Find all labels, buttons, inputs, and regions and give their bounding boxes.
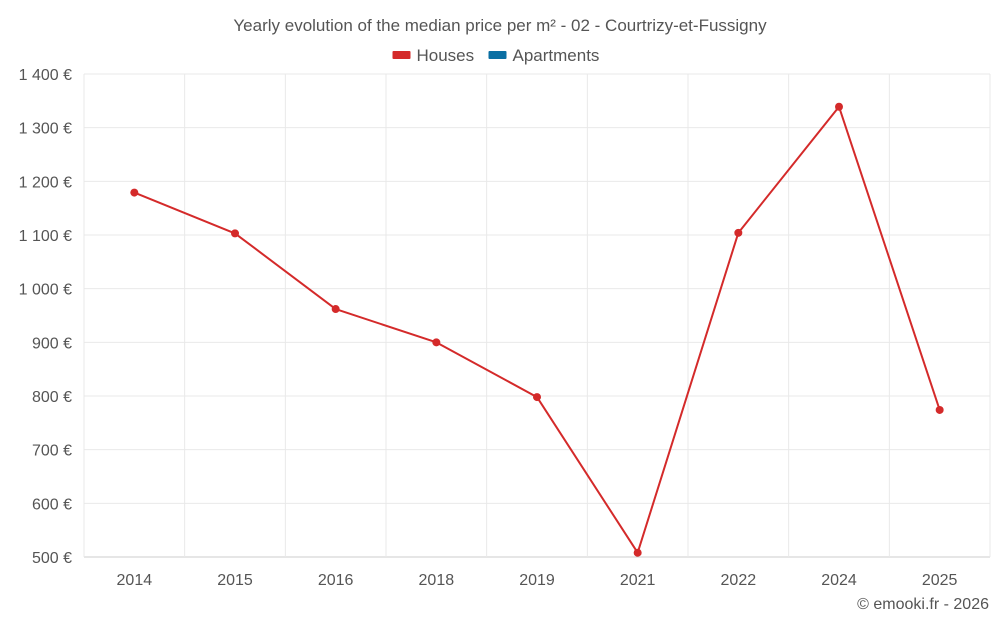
y-tick-label: 500 € (32, 550, 72, 567)
x-tick-label: 2021 (620, 572, 656, 589)
legend: Houses Apartments (392, 46, 600, 65)
data-point[interactable] (835, 102, 843, 111)
data-point[interactable] (331, 305, 340, 314)
grid (83, 73, 991, 558)
y-tick-label: 1 000 € (19, 282, 72, 299)
data-point[interactable] (432, 338, 441, 347)
x-tick-label: 2015 (217, 572, 253, 589)
x-tick-label: 2018 (419, 572, 455, 589)
y-tick-label: 900 € (32, 335, 72, 352)
x-tick-label: 2016 (318, 572, 354, 589)
legend-label: Houses (417, 46, 475, 65)
legend-item-apartments[interactable]: Apartments (488, 46, 600, 65)
x-axis-ticks: 2014 2015 2016 2018 2019 2021 2022 2024 2025 (117, 572, 958, 589)
y-tick-label: 600 € (32, 496, 72, 513)
y-tick-label: 1 400 € (19, 67, 72, 84)
data-point[interactable] (734, 228, 743, 237)
chart-title: Yearly evolution of the median price per… (233, 16, 767, 35)
data-point[interactable] (231, 229, 239, 238)
series-group (130, 102, 944, 557)
y-tick-label: 1 100 € (19, 228, 72, 245)
data-point[interactable] (130, 188, 139, 197)
series-line-houses (133, 105, 941, 554)
y-axis-ticks: 1 400 € 1 300 € 1 200 € 1 100 € 1 000 € 900 €… (19, 67, 72, 567)
y-tick-label: 800 € (32, 389, 72, 406)
legend-swatch (488, 51, 507, 59)
x-tick-label: 2014 (117, 572, 153, 589)
x-tick-label: 2025 (922, 572, 958, 589)
credit-text: © emooki.fr - 2026 (857, 596, 989, 613)
x-tick-label: 2019 (519, 572, 555, 589)
x-tick-label: 2022 (721, 572, 757, 589)
data-point[interactable] (935, 405, 944, 414)
y-tick-label: 700 € (32, 443, 72, 460)
y-tick-label: 1 200 € (19, 174, 72, 191)
x-tick-label: 2024 (821, 572, 857, 589)
data-point[interactable] (633, 548, 642, 557)
y-tick-label: 1 300 € (19, 121, 72, 138)
legend-swatch (392, 51, 411, 59)
legend-item-houses[interactable]: Houses (392, 46, 475, 65)
legend-label: Apartments (513, 46, 600, 65)
data-point[interactable] (533, 393, 541, 402)
